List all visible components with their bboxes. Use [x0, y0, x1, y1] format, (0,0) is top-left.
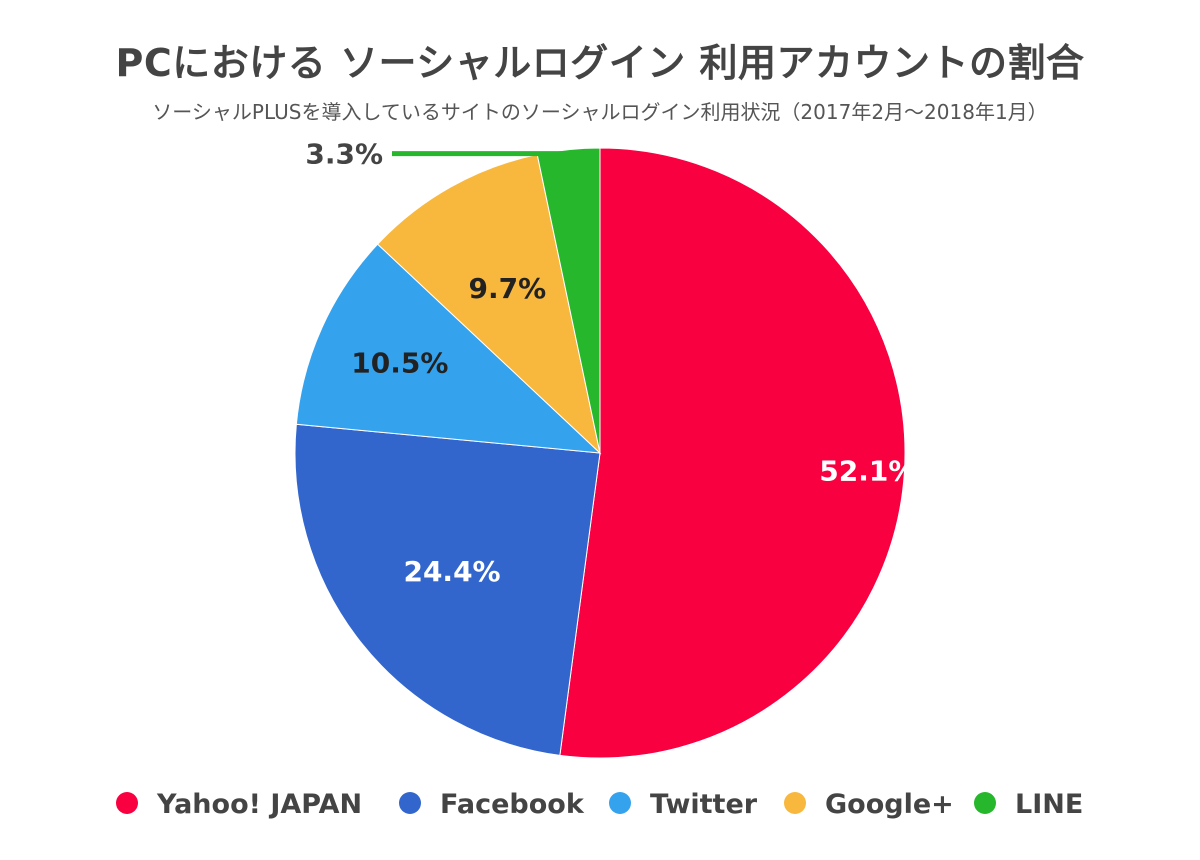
data-label-twitter: 10.5%: [351, 347, 448, 380]
legend-label-line: LINE: [1015, 789, 1083, 820]
legend-label-google: Google+: [825, 789, 954, 820]
data-label-facebook: 24.4%: [403, 555, 500, 588]
pie-slice-google: [376, 153, 601, 455]
pie-slice-twitter: [295, 243, 602, 454]
legend-label-yahoo-japan: Yahoo! JAPAN: [156, 789, 362, 820]
pie-slice-facebook: [294, 423, 601, 756]
chart-title: PCにおける ソーシャルログイン 利用アカウントの割合: [115, 41, 1085, 85]
legend-swatch-line: [974, 792, 996, 814]
data-label-yahoo-japan: 52.1%: [819, 455, 916, 488]
data-label-line: 3.3%: [305, 138, 383, 171]
legend-swatch-yahoo-japan: [116, 792, 138, 814]
chart-legend: Yahoo! JAPAN Facebook Twitter Google+ LINE: [116, 789, 1083, 820]
legend-swatch-facebook: [399, 792, 421, 814]
chart-subtitle: ソーシャルPLUSを導入しているサイトのソーシャルログイン利用状況（2017年2…: [152, 100, 1048, 124]
pie-slice-yahoo-japan: [559, 147, 906, 759]
data-label-google: 9.7%: [469, 272, 547, 305]
legend-swatch-twitter: [609, 792, 631, 814]
legend-label-facebook: Facebook: [440, 789, 585, 820]
legend-swatch-google: [784, 792, 806, 814]
legend-label-twitter: Twitter: [650, 789, 758, 820]
